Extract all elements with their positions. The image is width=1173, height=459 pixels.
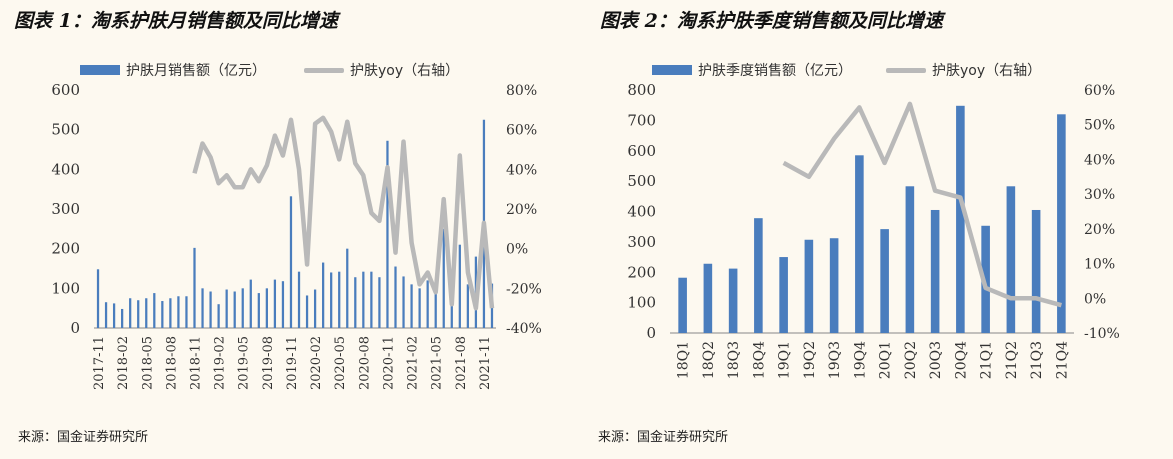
- bar: [265, 288, 268, 328]
- y2-tick-label: 20%: [506, 202, 537, 218]
- y-tick-label: 400: [51, 160, 80, 178]
- x-tick-label: 2019-11: [285, 336, 300, 390]
- y2-tick-label: -40%: [506, 321, 542, 337]
- bar: [434, 288, 437, 328]
- x-tick-label: 2018-05: [140, 336, 155, 390]
- figure-2-legend: 护肤季度销售额（亿元） 护肤yoy（右轴）: [652, 60, 1041, 80]
- bar: [129, 298, 132, 328]
- bar: [386, 140, 389, 328]
- bar: [426, 280, 429, 328]
- figure-1-legend: 护肤月销售额（亿元） 护肤yoy（右轴）: [80, 60, 459, 80]
- bar: [450, 286, 453, 328]
- x-tick-label: 2021-08: [454, 336, 469, 390]
- line-legend-label: 护肤yoy（右轴）: [932, 63, 1042, 79]
- bar: [370, 271, 373, 328]
- bar: [330, 272, 333, 328]
- x-tick-label: 2020-08: [357, 336, 372, 390]
- bar: [201, 288, 204, 328]
- x-tick-label: 2018-08: [164, 336, 179, 390]
- x-tick-label: 2020-05: [333, 336, 348, 390]
- figure-2-title: 图表 2：淘系护肤季度销售额及同比增速: [600, 10, 943, 32]
- line-legend-swatch: [304, 67, 344, 73]
- x-tick-label: 2018-02: [116, 336, 131, 390]
- bar: [410, 284, 413, 328]
- bar: [161, 301, 164, 328]
- bar: [313, 289, 317, 328]
- bar: [354, 277, 357, 328]
- bar-legend-swatch: [80, 65, 120, 75]
- bar: [297, 271, 301, 328]
- bar: [362, 271, 365, 328]
- bar: [169, 298, 172, 328]
- bar: [104, 302, 108, 328]
- y2-tick-label: 0%: [506, 242, 528, 258]
- y-tick-label: 0: [70, 319, 80, 337]
- y-tick-label: 300: [51, 200, 80, 218]
- bar: [233, 291, 236, 328]
- y-tick-label: 100: [51, 279, 80, 297]
- bar: [289, 196, 293, 328]
- bar: [346, 248, 349, 328]
- bar: [394, 266, 397, 328]
- bar: [96, 269, 100, 328]
- bar: [466, 284, 469, 328]
- bar: [322, 262, 325, 328]
- bar: [177, 296, 180, 328]
- bar: [209, 291, 212, 328]
- line-legend-swatch: [886, 67, 926, 73]
- x-tick-label: 2021-11: [478, 336, 493, 390]
- figure-1-source: 来源：国金证券研究所: [18, 430, 149, 445]
- y2-tick-label: 40%: [506, 162, 537, 178]
- bar: [137, 300, 140, 328]
- y2-tick-label: -20%: [506, 281, 542, 297]
- bar-legend-swatch: [652, 65, 692, 75]
- bar-legend-label: 护肤季度销售额（亿元）: [698, 63, 852, 79]
- bar: [378, 277, 381, 328]
- x-tick-label: 2020-02: [309, 336, 324, 390]
- bar: [442, 228, 445, 328]
- bar: [257, 293, 260, 328]
- line-legend-label: 护肤yoy（右轴）: [350, 63, 460, 79]
- bar: [193, 247, 196, 328]
- bar: [225, 289, 228, 328]
- bar: [112, 303, 116, 328]
- x-tick-label: 2017-11: [92, 336, 107, 390]
- bar: [338, 271, 341, 328]
- y-tick-label: 200: [51, 240, 80, 258]
- bar: [217, 304, 220, 328]
- bar: [305, 295, 309, 328]
- y2-tick-label: 60%: [506, 123, 537, 139]
- bar: [241, 288, 244, 328]
- figure-2-source: 来源：国金证券研究所: [598, 430, 729, 445]
- x-tick-label: 2019-08: [261, 336, 276, 390]
- bar: [145, 298, 148, 328]
- x-tick-label: 2021-05: [430, 336, 445, 390]
- bar: [281, 281, 285, 328]
- bar: [458, 244, 461, 328]
- bar: [273, 279, 277, 328]
- x-tick-label: 2018-11: [189, 336, 204, 390]
- y2-tick-label: 80%: [506, 83, 537, 99]
- yoy-line: [192, 115, 495, 311]
- bar: [418, 288, 421, 328]
- bar: [153, 293, 156, 328]
- x-tick-label: 2020-11: [381, 336, 396, 390]
- x-tick-label: 2021-02: [406, 336, 421, 390]
- bar-legend-label: 护肤月销售额（亿元）: [126, 63, 266, 79]
- y-tick-label: 500: [51, 121, 80, 139]
- figure-1-title: 图表 1：淘系护肤月销售额及同比增速: [14, 10, 338, 32]
- y-tick-label: 600: [51, 81, 80, 99]
- bar: [249, 279, 252, 328]
- bar: [402, 276, 405, 328]
- bar: [185, 296, 188, 328]
- bar: [121, 308, 124, 328]
- x-tick-label: 2019-02: [213, 336, 228, 390]
- x-tick-label: 2019-05: [237, 336, 252, 390]
